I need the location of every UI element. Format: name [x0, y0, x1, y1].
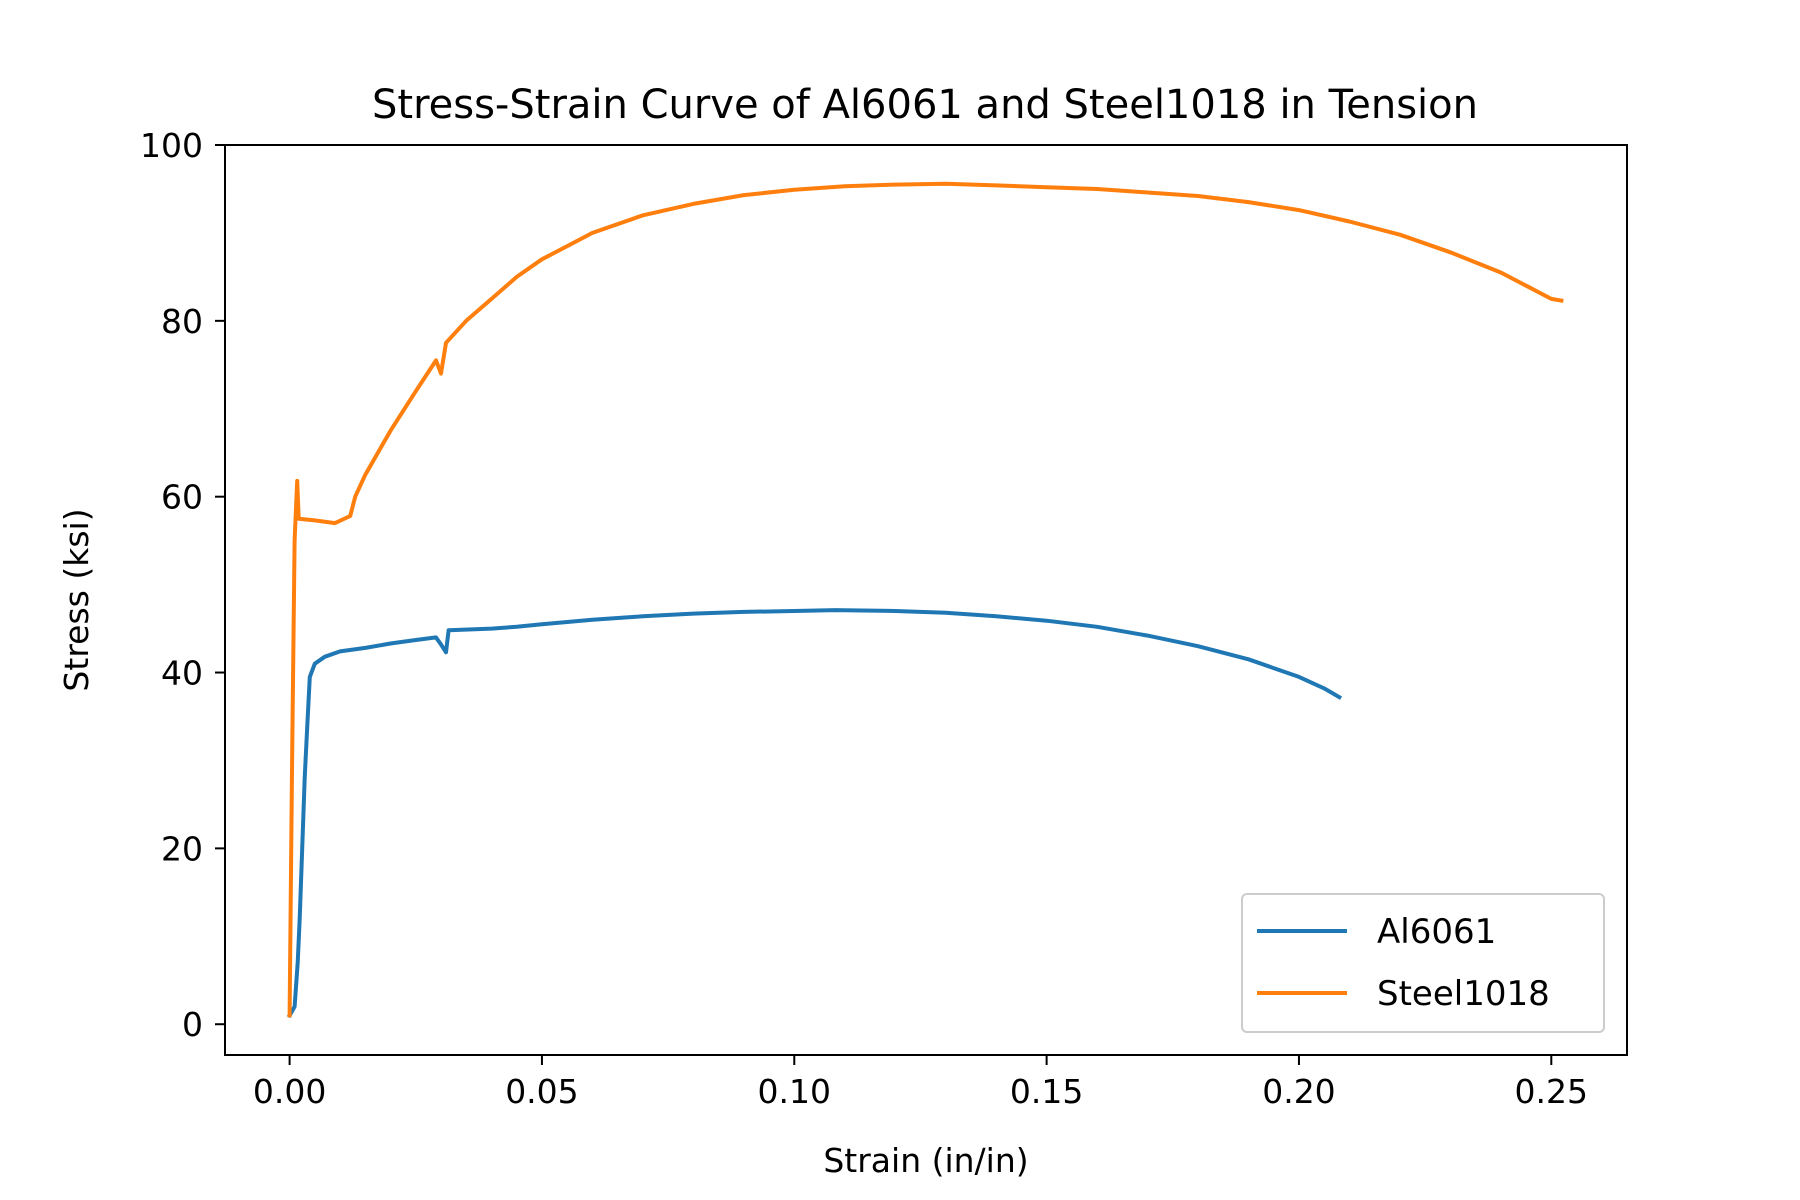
- legend-box: [1241, 893, 1605, 1033]
- legend-label-steel1018: Steel1018: [1377, 974, 1550, 1014]
- series-line-steel1018: [287, 181, 1564, 1018]
- x-tick-label: 0.00: [253, 1072, 326, 1111]
- y-tick-label: 0: [182, 1005, 203, 1044]
- y-axis-title: Stress (ksi): [57, 508, 96, 691]
- series-line-al6061: [286, 608, 1343, 1019]
- series-layer: [286, 181, 1564, 1019]
- legend: Al6061 Steel1018: [1241, 893, 1605, 1033]
- y-tick-label: 40: [161, 654, 203, 693]
- x-axis-ticks: 0.00 0.05 0.10 0.15 0.20 0.25: [253, 1055, 1588, 1111]
- x-tick-label: 0.10: [758, 1072, 831, 1111]
- x-tick-label: 0.20: [1262, 1072, 1335, 1111]
- x-tick-label: 0.05: [505, 1072, 578, 1111]
- y-tick-label: 100: [140, 126, 203, 165]
- x-tick-label: 0.25: [1515, 1072, 1588, 1111]
- x-axis-title: Strain (in/in): [823, 1141, 1028, 1180]
- y-tick-label: 80: [161, 302, 203, 341]
- plot-area: 0.00 0.05 0.10 0.15 0.20 0.25 0 20 40 60 80 100: [140, 126, 1628, 1111]
- y-tick-label: 20: [161, 829, 203, 868]
- x-tick-label: 0.15: [1010, 1072, 1083, 1111]
- legend-label-al6061: Al6061: [1377, 912, 1496, 952]
- y-axis-ticks: 0 20 40 60 80 100: [140, 126, 225, 1044]
- y-tick-label: 60: [161, 478, 203, 517]
- chart-title: Stress-Strain Curve of Al6061 and Steel1…: [372, 82, 1478, 128]
- axes-frame: [224, 144, 1628, 1056]
